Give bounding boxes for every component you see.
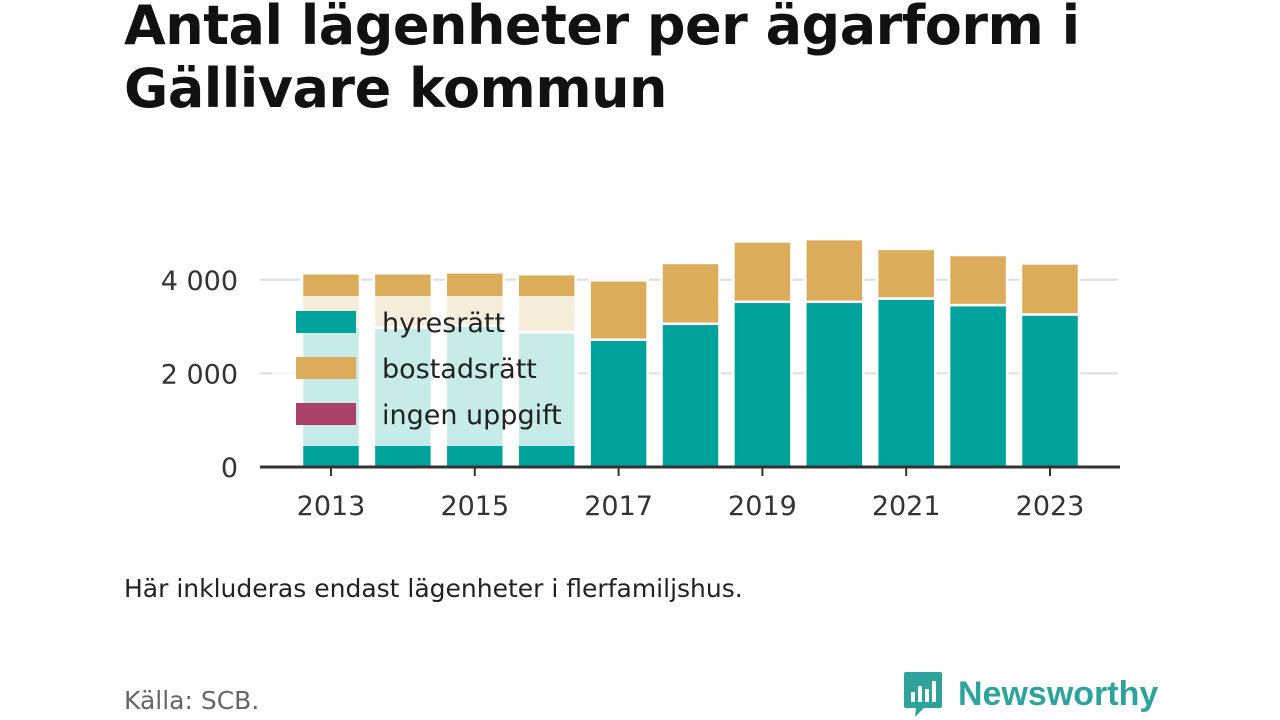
bar-hyresratt-2022 [947, 303, 1009, 469]
bar-bostadsratt-2020 [804, 237, 865, 304]
legend-swatch [296, 403, 356, 425]
bar-bostadsratt-2017 [588, 279, 649, 341]
brand-name: Newsworthy [958, 674, 1159, 713]
x-tick-label: 2019 [728, 491, 797, 522]
bar-bostadsratt-2018 [660, 261, 721, 326]
legend-swatch [296, 311, 356, 333]
bar-hyresratt-2023 [1019, 313, 1081, 469]
stacked-bar-chart: 0 2 000 4 000 2013 2015 2017 2019 2021 2023 hyre… [161, 237, 1120, 522]
bar-bostadsratt-2022 [947, 253, 1009, 307]
y-tick-label: 4 000 [161, 266, 238, 297]
legend-label: bostadsrätt [382, 354, 537, 385]
legend: hyresrätt bostadsrätt ingen uppgift [272, 296, 578, 446]
bar-hyresratt-2017 [588, 338, 649, 469]
legend-label: ingen uppgift [382, 400, 562, 431]
bar-bostadsratt-2019 [732, 240, 793, 304]
bar-hyresratt-2020 [804, 300, 865, 469]
bar-bostadsratt-2023 [1019, 262, 1081, 316]
x-tick-label: 2017 [584, 491, 653, 522]
bar-hyresratt-2019 [732, 300, 793, 469]
chart-logo-icon [904, 672, 942, 717]
source-note: Källa: SCB. [124, 686, 260, 715]
x-tick-label: 2021 [872, 491, 941, 522]
chart-title: Antal lägenheter per ägarform i Gällivar… [124, 0, 1080, 120]
bar-bostadsratt-2021 [875, 247, 937, 300]
chart-note: Här inkluderas endast lägenheter i flerf… [124, 574, 743, 603]
brand-logo: Newsworthy [902, 670, 1158, 718]
legend-swatch [296, 357, 356, 379]
y-tick-label: 2 000 [161, 359, 238, 390]
bar-hyresratt-2021 [875, 297, 937, 469]
axes: 0 2 000 4 000 2013 2015 2017 2019 2021 2023 [161, 266, 1120, 522]
y-tick-label: 0 [221, 453, 238, 484]
x-tick-label: 2013 [297, 491, 366, 522]
x-tick-label: 2015 [440, 491, 509, 522]
bar-hyresratt-2018 [660, 322, 721, 469]
legend-label: hyresrätt [382, 308, 505, 339]
x-tick-label: 2023 [1016, 491, 1085, 522]
